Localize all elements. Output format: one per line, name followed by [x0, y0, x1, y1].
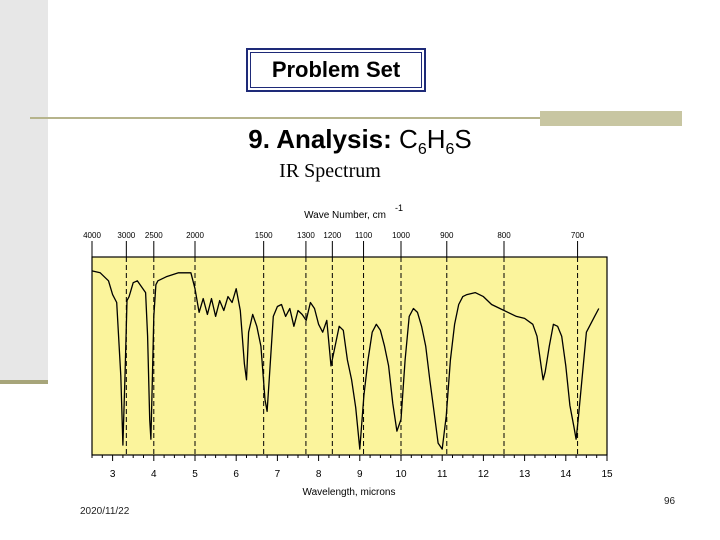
x-tick-label: 10	[395, 469, 407, 480]
page-number: 96	[664, 496, 676, 507]
x-tick-label: 12	[478, 469, 490, 480]
formula-element: S	[454, 124, 472, 154]
formula-subscript: 6	[417, 141, 427, 158]
top-tick-label: 1500	[255, 231, 273, 240]
spectrum-series-line	[91, 270, 600, 450]
problem-heading: 9. Analysis: C6H6S	[0, 124, 720, 159]
top-tick-label: 2500	[145, 231, 163, 240]
top-tick-label: 4000	[83, 231, 101, 240]
top-axis-exponent: -1	[395, 203, 403, 213]
top-tick-label: 1100	[355, 231, 373, 240]
slide-title: Problem Set	[271, 57, 401, 82]
top-tick-label: 2000	[186, 231, 204, 240]
top-tick-label: 900	[440, 231, 454, 240]
top-tick-label: 700	[571, 231, 585, 240]
x-tick-label: 15	[601, 469, 613, 480]
top-tick-label: 1000	[392, 231, 410, 240]
formula-subscript: 6	[445, 141, 455, 158]
left-decorative-bar	[0, 0, 48, 384]
x-tick-label: 11	[437, 469, 448, 480]
x-tick-label: 5	[192, 469, 198, 480]
x-tick-label: 14	[560, 469, 572, 480]
top-axis-label: Wave Number, cm	[304, 210, 386, 221]
top-tick-label: 3000	[117, 231, 135, 240]
top-tick-label: 1200	[323, 231, 341, 240]
divider-accent-block	[540, 111, 682, 126]
top-tick-label: 1300	[297, 231, 315, 240]
x-tick-label: 7	[275, 469, 281, 480]
x-tick-label: 9	[357, 469, 363, 480]
heading-prefix: 9. Analysis:	[248, 124, 400, 154]
chemical-formula: C6H6S	[399, 124, 472, 158]
title-box: Problem Set	[246, 48, 426, 92]
left-accent-tick	[0, 380, 48, 384]
plot-area	[92, 257, 607, 455]
x-tick-label: 13	[519, 469, 531, 480]
spectrum-subtitle: IR Spectrum	[279, 160, 381, 182]
x-tick-label: 3	[110, 469, 116, 480]
title-box-inner-border	[250, 52, 422, 88]
x-tick-label: 8	[316, 469, 322, 480]
footer-date: 2020/11/22	[80, 506, 130, 517]
x-tick-label: 6	[233, 469, 239, 480]
x-tick-label: 4	[151, 469, 157, 480]
formula-element: H	[426, 124, 446, 154]
top-tick-label: 800	[497, 231, 511, 240]
divider-line	[30, 117, 540, 119]
formula-element: C	[399, 124, 418, 154]
x-axis-label: Wavelength, microns	[303, 487, 396, 498]
plot-frame	[91, 256, 608, 456]
